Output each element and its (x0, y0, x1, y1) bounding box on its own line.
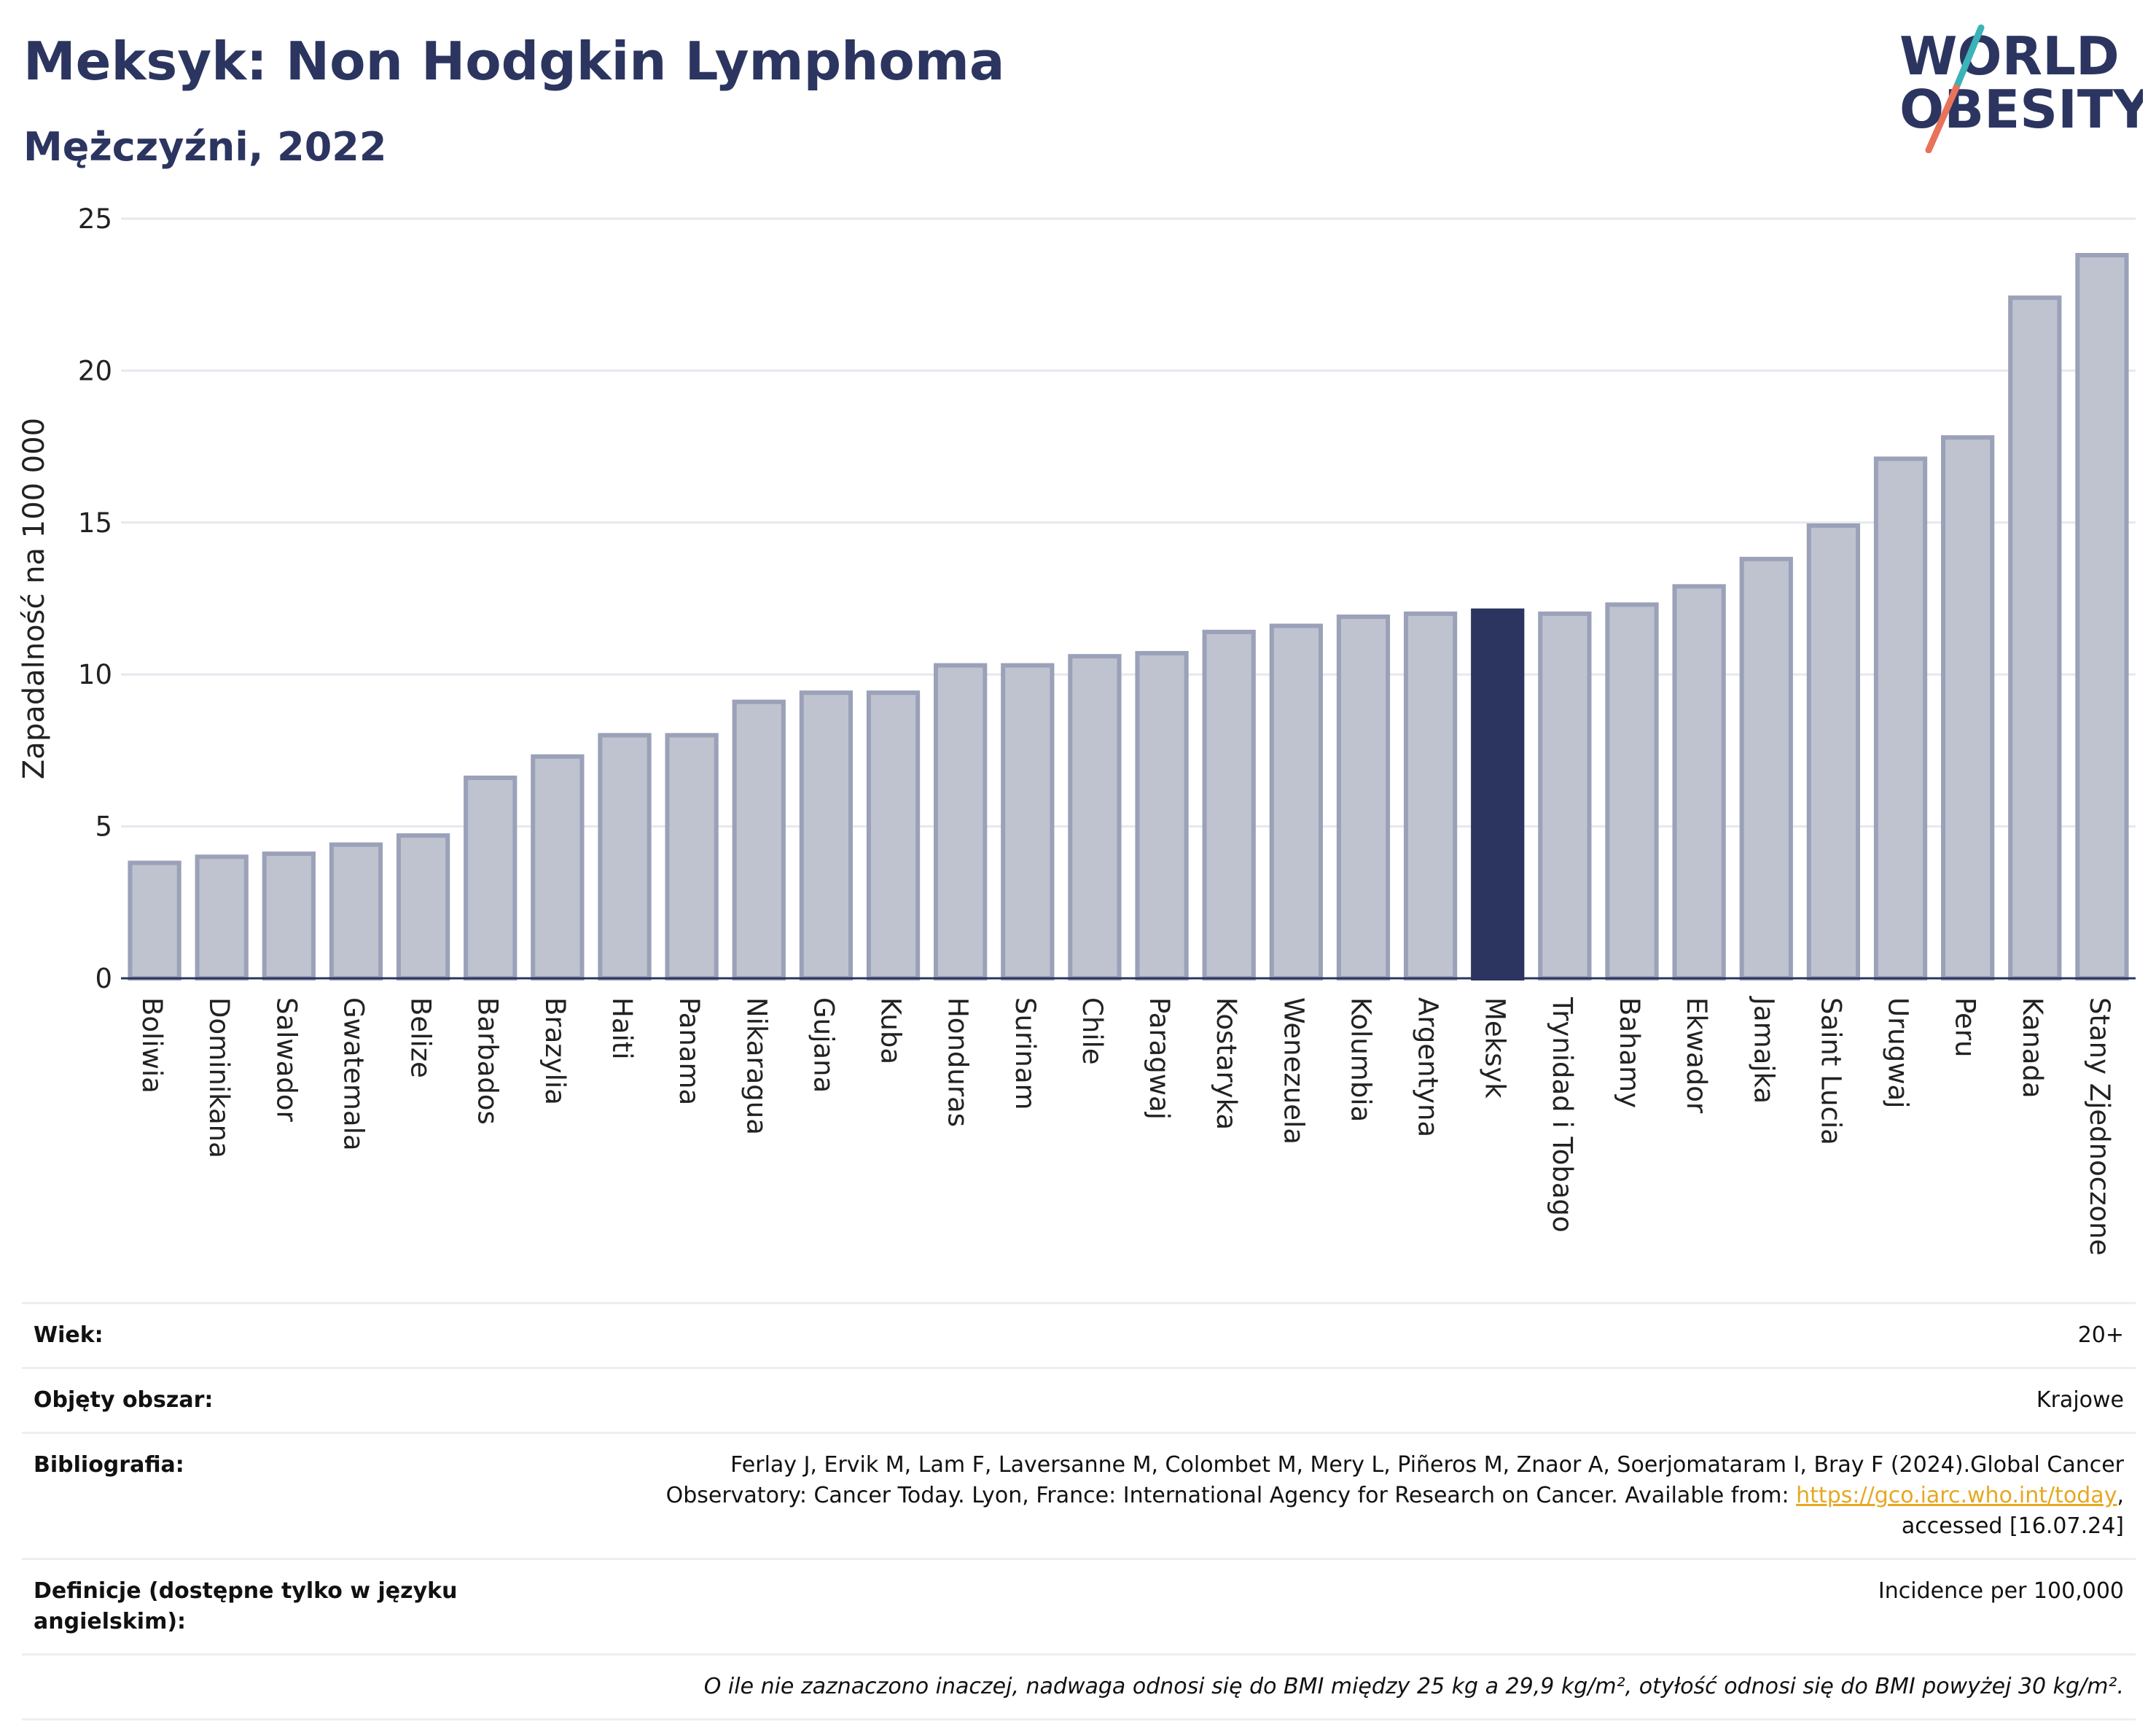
x-tick-label: Belize (405, 997, 437, 1078)
info-row-bibliography: Bibliografia: Ferlay J, Ervik M, Lam F, … (22, 1432, 2136, 1560)
x-tick-label: Honduras (942, 997, 974, 1127)
x-tick-label: Gwatemala (337, 997, 369, 1151)
y-tick-label: 0 (95, 963, 112, 994)
grid-layer (121, 217, 2136, 828)
x-tick-label: Stany Zjednoczone (2084, 997, 2115, 1255)
info-table: Wiek: 20+ Objęty obszar: Krajowe Bibliog… (22, 1302, 2136, 1720)
x-tick-label: Barbados (472, 997, 504, 1125)
x-tick-label: Paragwaj (1144, 997, 1175, 1120)
bar-layer (128, 253, 2129, 981)
x-tick-label: Saint Lucia (1815, 997, 1846, 1145)
x-tick-label: Bahamy (1614, 997, 1645, 1108)
age-label: Wiek: (22, 1302, 512, 1369)
bar (128, 860, 181, 981)
bar (934, 663, 988, 980)
bar (329, 842, 383, 980)
x-tick-label: Urugwaj (1883, 997, 1914, 1108)
bibliography-line-1: Ferlay J, Ervik M, Lam F, Laversanne M, … (730, 1452, 2124, 1478)
bar (1672, 584, 1726, 980)
x-tick-label: Panama (673, 997, 705, 1105)
bar (1873, 456, 1928, 981)
x-tick-label: Nikaragua (741, 997, 772, 1135)
y-tick-label: 10 (78, 659, 112, 690)
x-tick-label: Surinam (1009, 997, 1041, 1110)
world-obesity-logo: WORLD OBESITY (1899, 24, 2143, 153)
bar (1806, 523, 1861, 980)
age-value: 20+ (512, 1302, 2136, 1369)
bar (1135, 651, 1189, 980)
x-tick-label: Kostaryka (1211, 997, 1242, 1130)
info-row-note: O ile nie zaznaczono inaczej, nadwaga od… (22, 1653, 2136, 1720)
bibliography-label: Bibliografia: (22, 1432, 512, 1560)
logo-line-1: WORLD (1899, 26, 2120, 87)
bar (2008, 295, 2062, 981)
x-tick-label: Meksyk (1480, 997, 1511, 1099)
footnote: O ile nie zaznaczono inaczej, nadwaga od… (22, 1653, 2136, 1720)
coverage-value: Krajowe (512, 1367, 2136, 1434)
bar-chart: Zapadalność na 100 000 0 5 10 15 20 25 Boliwia… (17, 203, 2136, 1255)
logo-slash-teal (1953, 24, 1985, 91)
bibliography-line-3: accessed [16.07.24] (1901, 1513, 2124, 1539)
bibliography-value: Ferlay J, Ervik M, Lam F, Laversanne M, … (512, 1432, 2136, 1560)
bar (866, 690, 921, 980)
bar-highlight (1471, 608, 1525, 980)
coverage-label: Objęty obszar: (22, 1367, 512, 1434)
x-tick-label: Haiti (606, 997, 638, 1060)
info-row-age: Wiek: 20+ (22, 1302, 2136, 1369)
y-tick-label: 15 (78, 507, 112, 539)
bar (799, 690, 854, 980)
bar (1739, 556, 1793, 980)
y-tick-label: 25 (78, 203, 112, 235)
x-tick-label: Kuba (875, 997, 907, 1064)
bibliography-link[interactable]: https://gco.iarc.who.int/today (1796, 1483, 2117, 1508)
x-tick-label: Peru (1950, 997, 1981, 1057)
bar (1941, 435, 1995, 980)
bar (732, 699, 786, 980)
x-tick-label: Boliwia (136, 997, 168, 1093)
x-tick-label: Trynidad i Tobago (1547, 997, 1578, 1233)
bar (1336, 615, 1391, 980)
chart-subtitle: Mężczyźni, 2022 (23, 124, 387, 170)
bar (1605, 602, 1659, 980)
x-tick-label: Kolumbia (1345, 997, 1376, 1122)
x-tick-label: Wenezuela (1278, 997, 1309, 1145)
definitions-label: Definicje (dostępne tylko w języku angie… (22, 1558, 512, 1656)
x-tick-label: Jamajka (1748, 996, 1779, 1104)
y-tick-label: 5 (95, 811, 112, 843)
axis-layer: 0 5 10 15 20 25 Boliwia Dominikana Salwador Gwate… (78, 203, 2136, 1255)
bar (262, 851, 316, 980)
bar (1001, 663, 1055, 980)
bar (665, 733, 719, 980)
definitions-value: Incidence per 100,000 (512, 1558, 2136, 1656)
y-tick-label: 20 (78, 355, 112, 386)
x-tick-label: Ekwador (1681, 997, 1712, 1114)
x-tick-label: Salwador (270, 997, 302, 1122)
x-tick-label: Kanada (2017, 997, 2048, 1099)
bar (1202, 629, 1256, 981)
bibliography-line-2: Observatory: Cancer Today. Lyon, France:… (665, 1483, 1789, 1508)
chart-title: Meksyk: Non Hodgkin Lymphoma (23, 31, 1005, 92)
bar (195, 854, 249, 981)
bar (1403, 611, 1458, 981)
y-axis-title: Zapadalność na 100 000 (17, 418, 51, 779)
bar (1269, 623, 1323, 981)
x-tick-label: Chile (1077, 997, 1108, 1065)
x-tick-label: Brazylia (539, 997, 571, 1105)
x-tick-label: Gujana (808, 997, 839, 1093)
bar (1538, 611, 1592, 981)
bar (2075, 253, 2129, 981)
info-row-definitions: Definicje (dostępne tylko w języku angie… (22, 1558, 2136, 1656)
info-row-coverage: Objęty obszar: Krajowe (22, 1367, 2136, 1434)
bar (531, 754, 585, 981)
bar (1068, 654, 1122, 981)
x-tick-label: Argentyna (1413, 997, 1444, 1137)
logo-slash-coral (1925, 84, 1960, 153)
bar (464, 775, 517, 980)
bar (598, 733, 652, 980)
bar (396, 833, 450, 980)
x-tick-label: Dominikana (203, 997, 235, 1158)
